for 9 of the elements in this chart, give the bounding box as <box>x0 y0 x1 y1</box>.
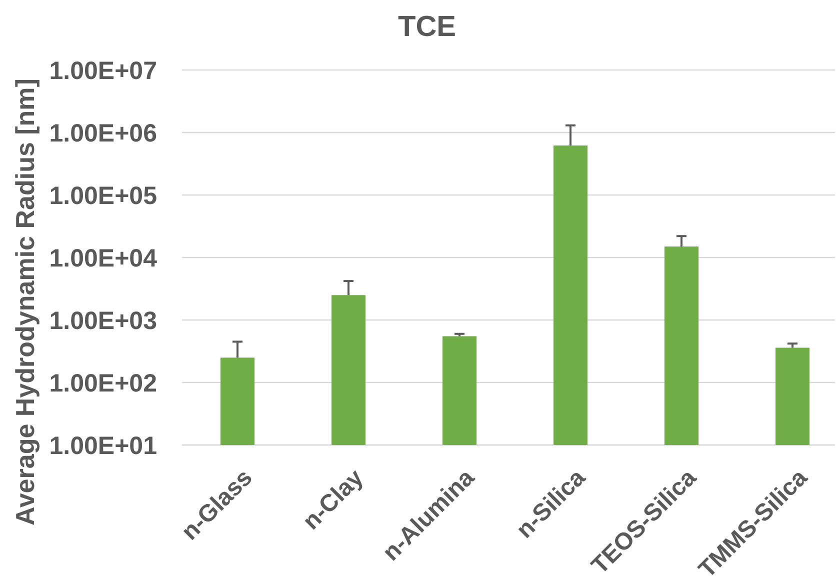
y-axis-title: Average Hydrodynamic Radius [nm] <box>10 78 40 526</box>
y-tick-label: 1.00E+04 <box>49 244 158 272</box>
y-tick-label: 1.00E+05 <box>49 182 158 210</box>
y-tick-label: 1.00E+03 <box>49 307 157 335</box>
y-tick-label: 1.00E+07 <box>49 57 157 85</box>
y-tick-label: 1.00E+01 <box>49 432 158 460</box>
y-tick-label: 1.00E+02 <box>49 370 157 398</box>
y-tick-label: 1.00E+06 <box>49 120 157 148</box>
chart-title: TCE <box>398 11 456 43</box>
